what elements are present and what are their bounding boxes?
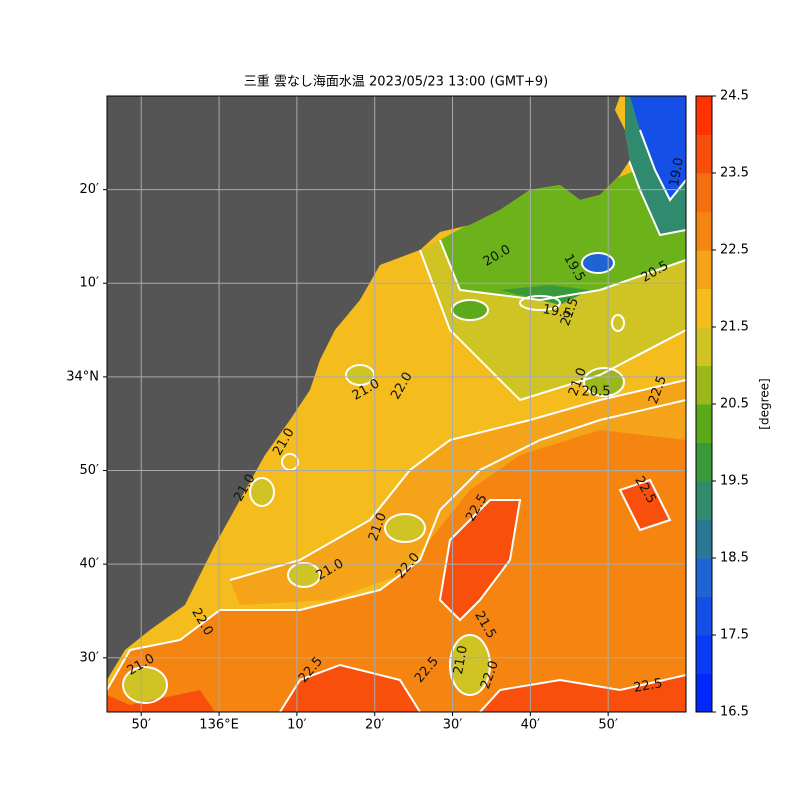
colorbar-label: [degree]: [758, 378, 772, 429]
y-tick-label: 40′: [80, 557, 100, 572]
colorbar-tick-label: 21.5: [720, 320, 749, 335]
contour-label: 19.5: [541, 302, 572, 322]
colorbar-tick-label: 19.5: [720, 474, 749, 489]
contour-label: 21.0: [451, 644, 471, 675]
y-tick-label: 20′: [80, 182, 100, 197]
contour-label: 19.0: [667, 156, 687, 187]
x-tick-label: 30′: [443, 718, 463, 733]
colorbar-bin: [696, 327, 712, 366]
colorbar-bin: [696, 134, 712, 174]
colorbar-bin: [696, 288, 712, 328]
colorbar-bin: [696, 404, 712, 443]
colorbar-bin: [696, 365, 712, 405]
x-tick-label: 50′: [598, 718, 618, 733]
y-tick-label: 30′: [80, 650, 100, 665]
y-tick-label: 10′: [80, 276, 100, 291]
colorbar-bin: [696, 519, 712, 559]
colorbar-bin: [696, 635, 712, 674]
x-tick-label: 40′: [521, 718, 541, 733]
colorbar-tick-label: 24.5: [720, 89, 749, 104]
colorbar-bin: [696, 673, 712, 713]
colorbar-bin: [696, 173, 712, 212]
x-tick-label: 20′: [365, 718, 385, 733]
colorbar-bin: [696, 96, 712, 135]
y-tick-label: 50′: [80, 463, 100, 478]
colorbar-bin: [696, 596, 712, 636]
contour-label: 20.5: [582, 385, 611, 400]
y-tick-label: 34°N: [66, 369, 99, 384]
contour-label: 22.5: [632, 676, 663, 696]
x-tick-label: 10′: [287, 718, 307, 733]
colorbar-tick-label: 17.5: [720, 628, 749, 643]
colorbar-tick-label: 20.5: [720, 397, 749, 412]
colorbar-tick-label: 23.5: [720, 166, 749, 181]
colorbar-bin: [696, 442, 712, 482]
colorbar-bin: [696, 250, 712, 289]
colorbar-bin: [696, 211, 712, 251]
x-tick-label: 136°E: [199, 718, 239, 733]
colorbar-tick-label: 16.5: [720, 705, 749, 720]
colorbar-tick-label: 18.5: [720, 551, 749, 566]
colorbar-tick-label: 22.5: [720, 243, 749, 258]
x-tick-label: 50′: [131, 718, 151, 733]
plot-frame: [106, 95, 687, 713]
chart-title: 三重 雲なし海面水温 2023/05/23 13:00 (GMT+9): [244, 74, 548, 90]
colorbar-bin: [696, 558, 712, 597]
colorbar-bin: [696, 481, 712, 520]
